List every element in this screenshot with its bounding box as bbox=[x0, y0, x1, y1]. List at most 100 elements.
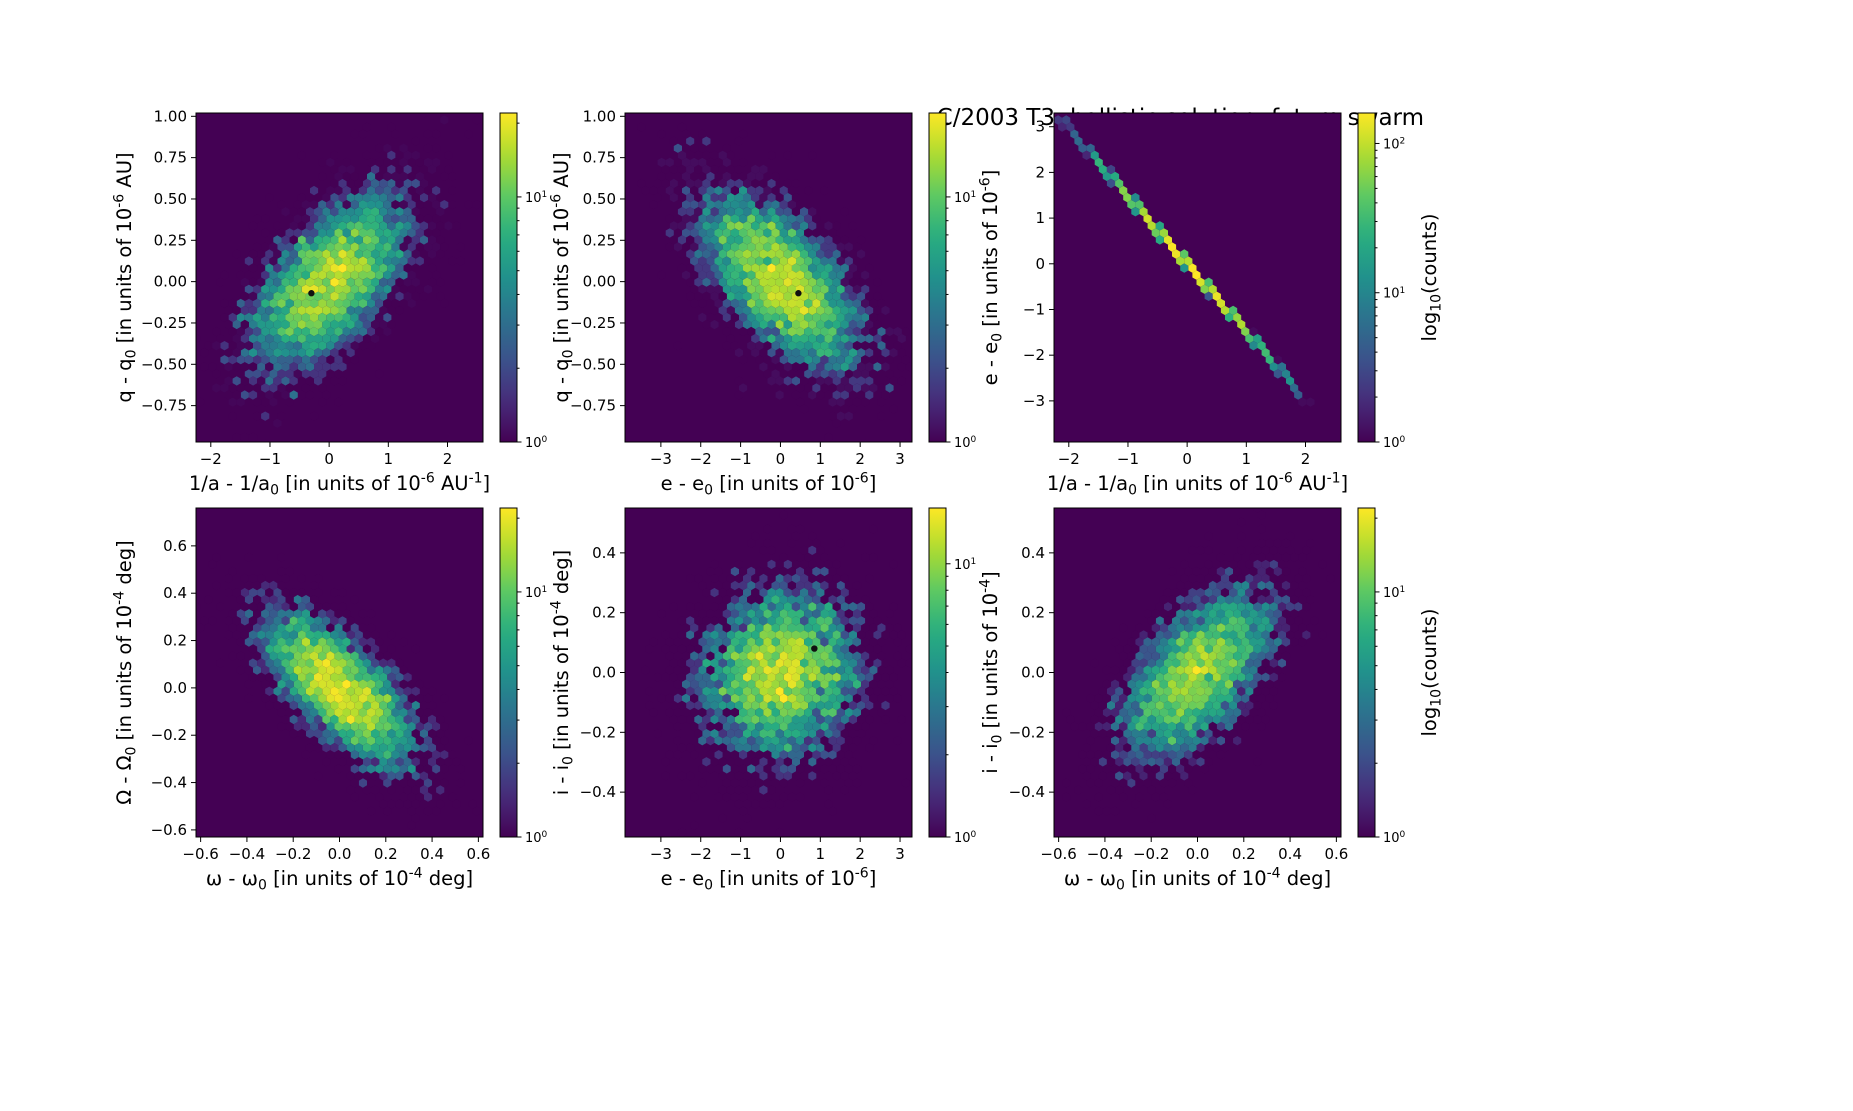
hexbin-cell bbox=[301, 200, 310, 210]
hexbin-cell bbox=[1225, 721, 1234, 732]
hexbin-cell bbox=[1237, 700, 1246, 711]
hexbin-cell bbox=[796, 721, 805, 732]
hexbin-cell bbox=[379, 192, 388, 203]
hexbin-cell bbox=[322, 644, 331, 654]
hexbin-cell bbox=[804, 609, 813, 619]
hexbin-cell bbox=[905, 644, 912, 654]
hexbin-cell bbox=[836, 736, 845, 746]
hexbin-cell bbox=[1196, 602, 1205, 612]
hexbin-cell bbox=[873, 672, 882, 682]
hexbin-cell bbox=[220, 312, 229, 323]
hexbin-cell bbox=[800, 700, 809, 711]
hexbin-cell bbox=[1086, 778, 1095, 788]
hexbin-cell bbox=[1269, 559, 1278, 570]
hexbin-cell bbox=[383, 679, 392, 689]
hexbin-cell bbox=[861, 397, 870, 407]
hexbin-cell bbox=[232, 333, 241, 344]
hexbin-cell bbox=[415, 157, 424, 168]
hexbin-cell bbox=[248, 305, 258, 316]
hexbin-cell bbox=[293, 284, 302, 294]
hexbin-cell bbox=[1225, 623, 1234, 633]
hexbin-cell bbox=[387, 150, 396, 160]
hexbin-cells bbox=[641, 510, 912, 837]
hexbin-cell bbox=[682, 157, 691, 168]
hexbin-cell bbox=[857, 319, 866, 330]
hexbin-cell bbox=[726, 658, 735, 668]
hexbin-cell bbox=[1196, 714, 1205, 725]
hexbin-cell bbox=[747, 228, 756, 238]
hexbin-cell bbox=[739, 312, 748, 323]
hexbin-cell bbox=[804, 383, 813, 393]
hexbin-cell bbox=[767, 192, 776, 203]
hexbin-cell bbox=[423, 693, 433, 704]
hexbin-cell bbox=[1257, 665, 1266, 675]
hexbin-cell bbox=[387, 263, 396, 273]
hexbin-cell bbox=[800, 728, 809, 739]
hexbin-cell bbox=[236, 341, 245, 351]
hexbin-cell bbox=[285, 284, 294, 294]
hexbin-cell bbox=[865, 376, 874, 386]
hexbin-cell bbox=[881, 348, 890, 358]
hexbin-cell bbox=[322, 333, 331, 344]
hexbin-cell bbox=[1159, 637, 1168, 647]
hexbin-cell bbox=[1094, 778, 1103, 788]
hexbin-cell bbox=[734, 616, 743, 626]
hexbin-cell bbox=[1151, 609, 1160, 619]
hexbin-cell bbox=[767, 348, 776, 358]
hexbin-cell bbox=[358, 256, 367, 266]
hexbin-cell bbox=[1257, 594, 1266, 605]
hexbin-cell bbox=[1159, 764, 1168, 774]
hexbin-cell bbox=[739, 736, 748, 746]
hexbin-cell bbox=[763, 256, 772, 266]
hexbin-cell bbox=[734, 743, 743, 753]
hexbin-cell bbox=[690, 157, 699, 168]
hexbin-cell bbox=[379, 799, 388, 809]
hexbin-cell bbox=[730, 284, 739, 294]
hexbin-cell bbox=[673, 721, 682, 732]
hexbin-cell bbox=[257, 277, 266, 287]
hexbin-cell bbox=[285, 679, 294, 689]
hexbin-cell bbox=[763, 693, 772, 704]
hexbin-cell bbox=[1070, 129, 1079, 139]
hexbin-cell bbox=[1212, 291, 1221, 301]
hexbin-cell bbox=[407, 707, 416, 718]
hexbin-cell bbox=[779, 284, 788, 294]
hexbin-cell bbox=[1159, 594, 1168, 605]
hexbin-cell bbox=[1200, 566, 1209, 577]
hexbin-cell bbox=[739, 185, 748, 196]
hexbin-cell bbox=[350, 764, 359, 774]
hexbin-cell bbox=[428, 235, 437, 245]
hexbin-cell bbox=[354, 319, 363, 330]
hexbin-cell bbox=[751, 221, 760, 231]
hexbin-cell bbox=[812, 355, 821, 365]
hexbin-cell bbox=[196, 623, 205, 633]
hexbin-cell bbox=[763, 214, 772, 224]
hexbin-cell bbox=[1196, 743, 1205, 753]
hexbin-cell bbox=[281, 376, 290, 386]
hexbin-cell bbox=[1204, 757, 1213, 767]
hexbin-cell bbox=[387, 743, 396, 753]
hexbin-cell bbox=[224, 305, 233, 316]
hexbin-cell bbox=[1180, 743, 1189, 753]
hexbin-cell bbox=[836, 580, 845, 591]
hexbin-cell bbox=[1200, 637, 1209, 647]
hexbin-cell bbox=[706, 679, 715, 689]
hexbin-cell bbox=[686, 136, 695, 146]
hexbin-cell bbox=[244, 594, 253, 605]
hexbin-cell bbox=[248, 291, 258, 301]
hexbin-cell bbox=[371, 178, 380, 189]
hexbin-cell bbox=[419, 164, 428, 175]
hexbin-cell bbox=[869, 623, 878, 633]
hexbin-cell bbox=[261, 397, 270, 407]
hexbin-cell bbox=[767, 305, 776, 316]
hexbin-cell bbox=[395, 714, 404, 725]
hexbin-cell bbox=[824, 743, 833, 753]
hexbin-cell bbox=[714, 242, 723, 252]
hexbin-cell bbox=[261, 383, 270, 393]
hexbin-cell bbox=[293, 679, 302, 689]
hexbin-cell bbox=[1094, 693, 1103, 704]
hexbin-cell bbox=[293, 242, 302, 252]
hexbin-cell bbox=[1257, 707, 1266, 718]
hexbin-cell bbox=[1131, 644, 1140, 654]
hexbin-cell bbox=[698, 609, 707, 619]
